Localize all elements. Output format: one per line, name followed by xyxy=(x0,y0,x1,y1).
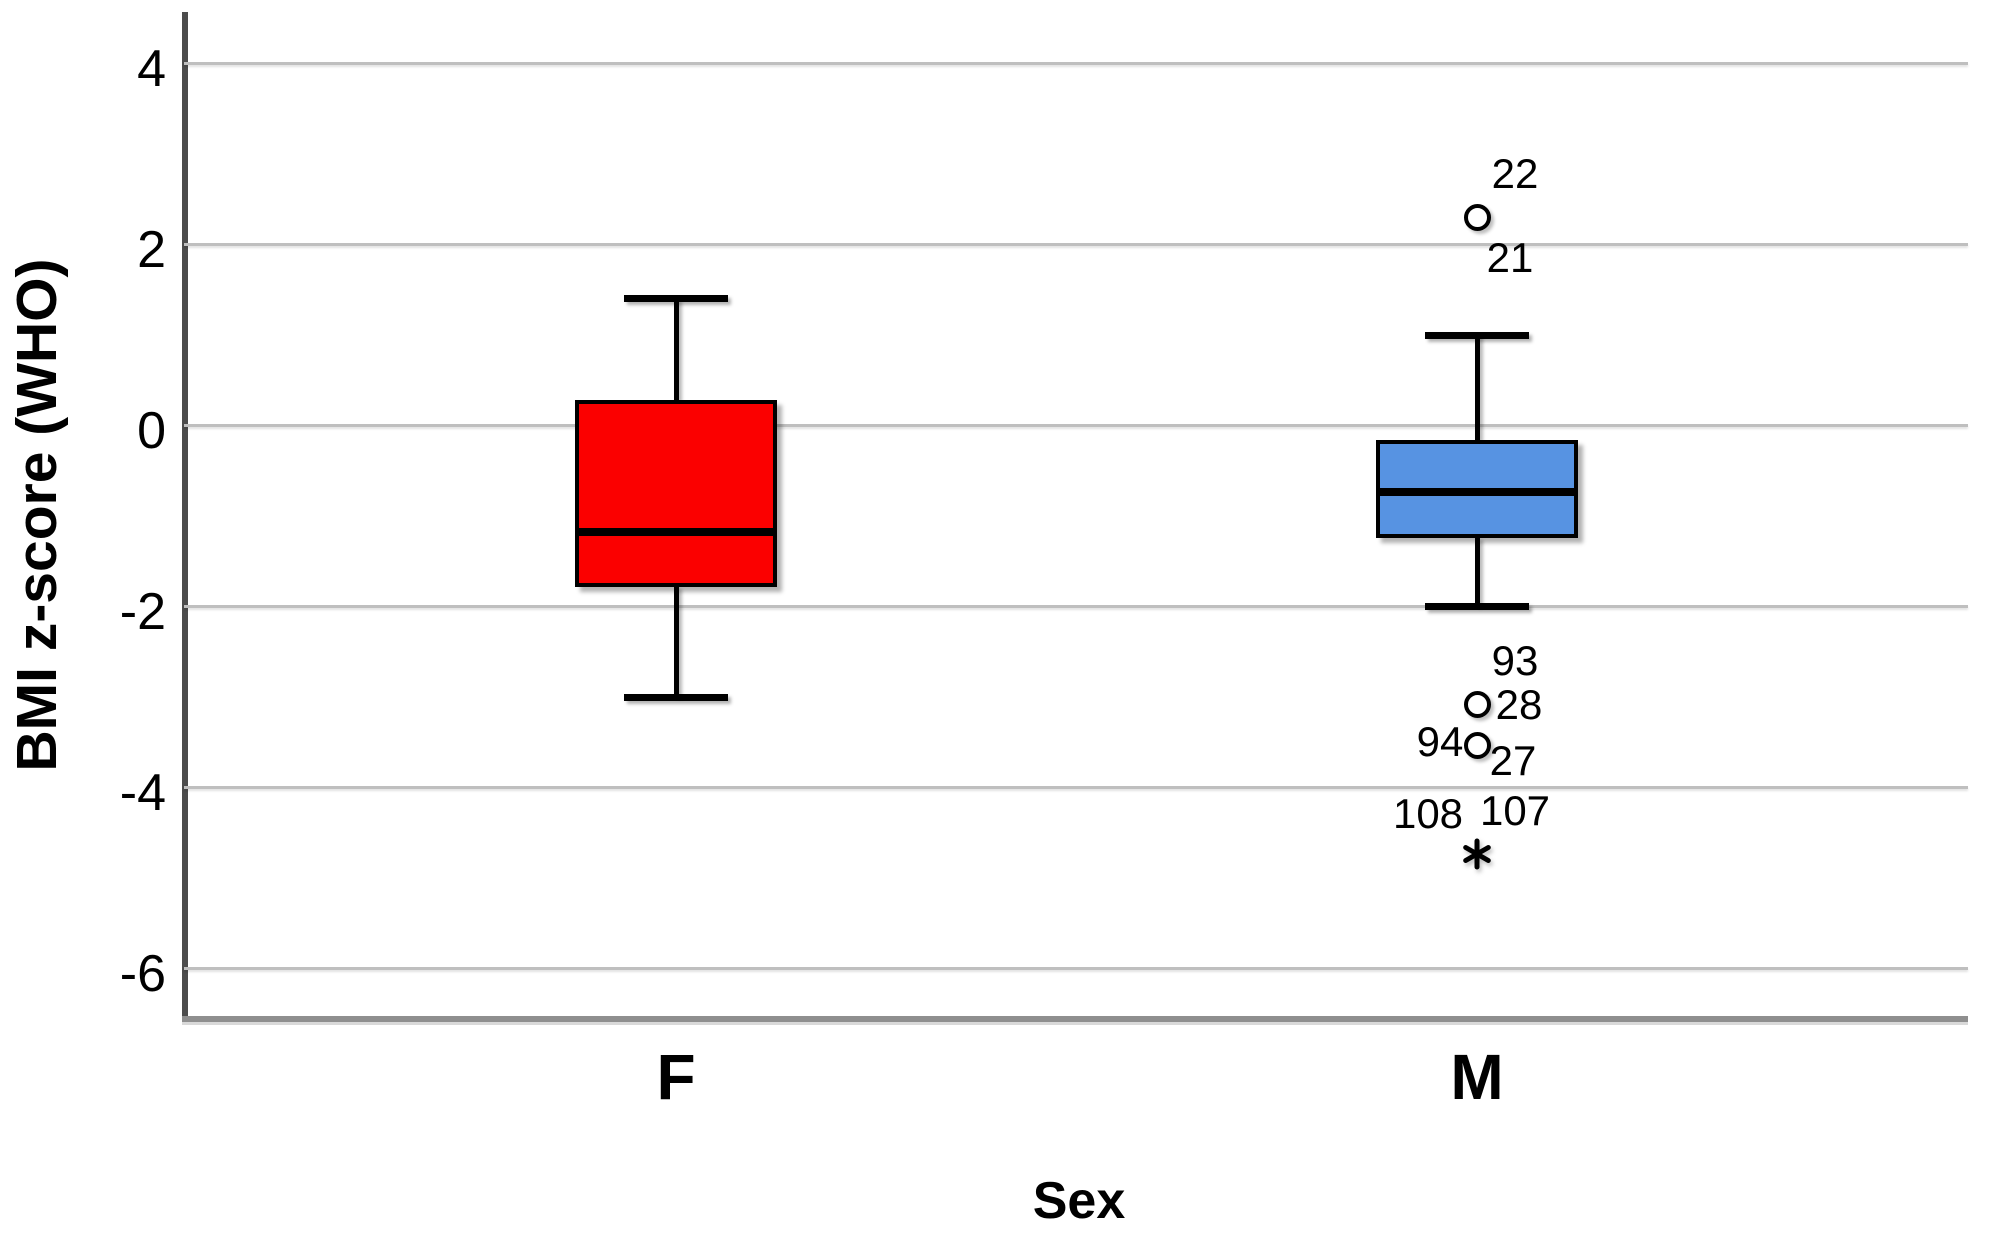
outlier-case-label: 107 xyxy=(1479,786,1551,834)
gridline xyxy=(184,605,1968,608)
upper-whisker-cap xyxy=(624,295,728,303)
outlier-case-label: 28 xyxy=(1495,681,1543,729)
x-category-label-f: F xyxy=(656,1041,696,1113)
outlier-case-label: 94 xyxy=(1416,717,1464,765)
x-axis-title: Sex xyxy=(1032,1172,1126,1230)
y-tick-label: -6 xyxy=(119,944,166,1003)
outlier-case-label: 108 xyxy=(1392,789,1464,837)
x-axis-line xyxy=(182,1016,1968,1022)
y-tick-label: 0 xyxy=(137,401,166,460)
gridline xyxy=(184,243,1968,246)
gridline xyxy=(184,424,1968,427)
upper-whisker-stem xyxy=(673,298,679,401)
outlier-case-label: 22 xyxy=(1491,150,1539,198)
outlier-circle-marker xyxy=(1463,690,1491,718)
y-tick-label: 4 xyxy=(137,39,166,98)
y-tick-label: -4 xyxy=(119,763,166,822)
outlier-circle-marker xyxy=(1463,732,1491,760)
outlier-case-label: 27 xyxy=(1489,736,1537,784)
extreme-outlier-asterisk-marker xyxy=(1460,837,1494,871)
gridline xyxy=(184,62,1968,65)
y-axis-line xyxy=(182,12,188,1020)
lower-whisker-cap xyxy=(1425,603,1529,610)
gridline xyxy=(184,967,1968,970)
upper-whisker-cap xyxy=(1425,331,1529,339)
outlier-case-label: 93 xyxy=(1491,637,1539,685)
lower-whisker-stem xyxy=(673,587,679,697)
outlier-circle-marker xyxy=(1463,203,1491,231)
outlier-case-label: 21 xyxy=(1486,234,1534,282)
median-line xyxy=(1376,487,1578,496)
median-line xyxy=(575,528,777,537)
x-category-label-m: M xyxy=(1450,1041,1504,1113)
boxplot-box-f xyxy=(575,400,777,588)
y-tick-label: -2 xyxy=(119,582,166,641)
lower-whisker-stem xyxy=(1474,537,1480,607)
y-tick-label: 2 xyxy=(137,220,166,279)
gridline xyxy=(184,786,1968,789)
upper-whisker-stem xyxy=(1474,335,1480,440)
lower-whisker-cap xyxy=(624,693,728,701)
